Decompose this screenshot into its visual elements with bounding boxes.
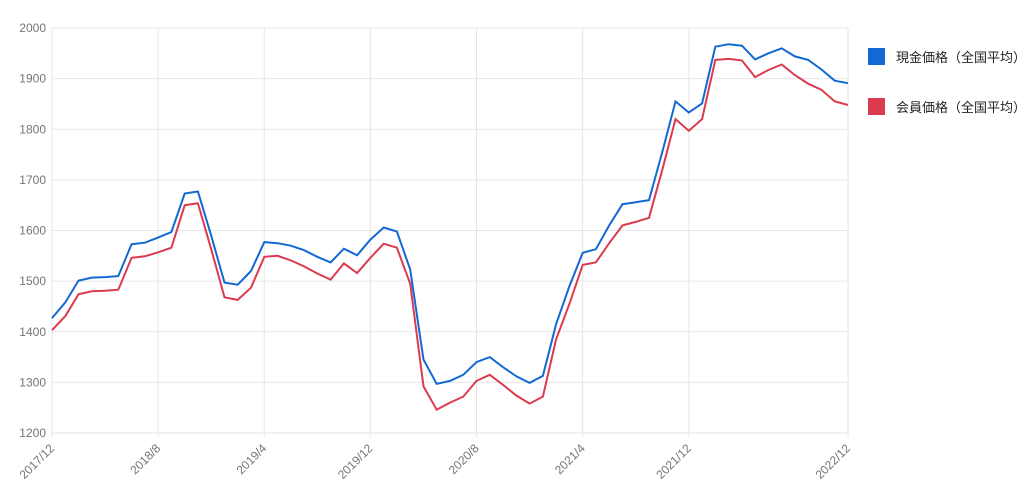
x-axis-tick-label: 2019/12 [335, 441, 376, 482]
y-axis-tick-label: 1400 [19, 325, 46, 339]
y-axis-tick-label: 2000 [19, 21, 46, 35]
y-axis-tick-label: 1300 [19, 375, 46, 389]
legend: 現金価格（全国平均） 会員価格（全国平均） [868, 48, 1026, 148]
y-axis-tick-label: 1600 [19, 224, 46, 238]
x-axis-tick-label: 2018/8 [127, 441, 163, 477]
y-axis-tick-label: 1700 [19, 173, 46, 187]
x-axis-tick-label: 2017/12 [17, 441, 58, 482]
cash-price-line [51, 43, 849, 386]
member-price-swatch [868, 98, 885, 115]
y-axis-tick-label: 1900 [19, 72, 46, 86]
legend-item-member-price[interactable]: 会員価格（全国平均） [868, 98, 1026, 115]
y-axis-tick-label: 1200 [19, 426, 46, 440]
cash-price-swatch [868, 48, 885, 65]
x-axis-tick-label: 2021/12 [653, 441, 694, 482]
member-price-legend-label: 会員価格（全国平均） [896, 100, 1027, 115]
legend-item-cash-price[interactable]: 現金価格（全国平均） [868, 48, 1026, 65]
member-price-line [51, 57, 849, 412]
x-axis-tick-label: 2022/12 [813, 441, 854, 482]
cash-price-legend-label: 現金価格（全国平均） [896, 50, 1027, 65]
x-axis-tick-label: 2021/4 [552, 441, 588, 477]
x-axis-tick-label: 2020/8 [446, 441, 482, 477]
y-axis-tick-label: 1500 [19, 274, 46, 288]
x-axis-tick-label: 2019/4 [234, 441, 270, 477]
y-axis-tick-label: 1800 [19, 122, 46, 136]
